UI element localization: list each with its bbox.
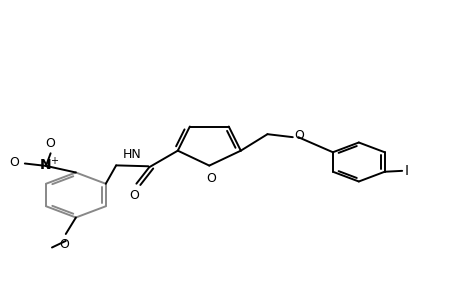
Text: O: O <box>129 189 139 202</box>
Text: O: O <box>10 156 19 169</box>
Text: HN: HN <box>123 148 141 161</box>
Text: O: O <box>293 130 303 142</box>
Text: −: − <box>28 160 38 170</box>
Text: +: + <box>50 156 58 166</box>
Text: I: I <box>404 164 408 178</box>
Text: O: O <box>45 137 56 150</box>
Text: N: N <box>40 158 52 172</box>
Text: O: O <box>206 172 216 185</box>
Text: O: O <box>59 238 69 251</box>
